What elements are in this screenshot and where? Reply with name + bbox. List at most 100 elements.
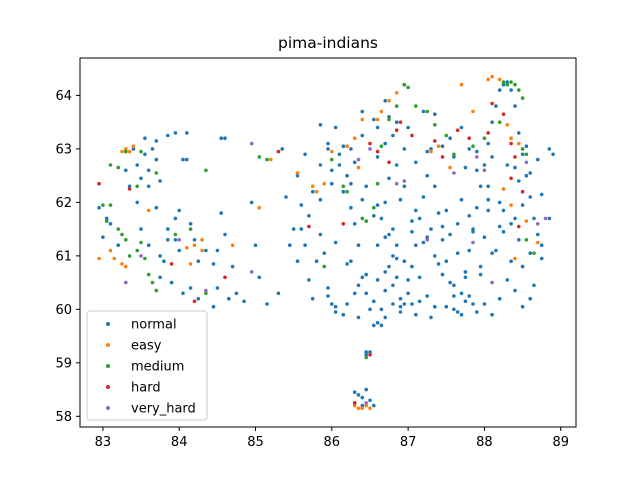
point-medium-14 [154, 288, 159, 293]
point-normal-258 [391, 133, 395, 138]
point-normal-111 [402, 302, 407, 306]
point-normal-276 [455, 222, 460, 226]
point-normal-58 [253, 243, 258, 247]
point-medium-22 [204, 291, 208, 296]
point-normal-192 [341, 144, 346, 148]
point-normal-13 [166, 227, 170, 231]
point-normal-201 [360, 197, 365, 202]
point-normal-49 [230, 264, 235, 269]
point-easy-30 [387, 99, 391, 103]
point-normal-101 [372, 403, 376, 408]
point-normal-264 [463, 165, 468, 170]
point-normal-219 [452, 283, 456, 288]
point-normal-291 [398, 310, 403, 314]
point-medium-3 [108, 163, 113, 167]
point-normal-220 [436, 262, 441, 266]
point-normal-51 [227, 296, 231, 301]
point-normal-151 [528, 296, 532, 301]
point-hard-0 [97, 181, 101, 186]
point-normal-223 [398, 197, 403, 202]
legend-label-easy: easy [131, 339, 162, 354]
x-tick-label-5: 88 [476, 435, 493, 450]
point-normal-208 [455, 251, 460, 255]
point-easy-40 [505, 123, 510, 127]
point-very_hard-16 [543, 216, 548, 221]
point-medium-17 [139, 149, 143, 154]
y-tick-label-5: 63 [55, 142, 72, 157]
y-tick-label-1: 59 [55, 356, 72, 371]
point-normal-110 [398, 296, 403, 301]
point-normal-59 [257, 275, 262, 280]
point-easy-13 [192, 243, 197, 247]
point-normal-7 [135, 200, 139, 205]
point-normal-289 [356, 315, 361, 320]
point-normal-33 [177, 208, 181, 213]
point-normal-5 [124, 168, 128, 173]
point-hard-17 [467, 136, 472, 140]
point-medium-16 [135, 184, 139, 189]
point-very_hard-8 [425, 238, 430, 242]
point-normal-132 [482, 163, 487, 167]
point-normal-216 [490, 251, 494, 255]
point-medium-24 [265, 157, 269, 162]
point-very_hard-2 [249, 270, 254, 274]
point-easy-5 [120, 149, 124, 154]
point-normal-266 [490, 155, 494, 159]
point-normal-157 [459, 312, 464, 317]
point-easy-36 [471, 109, 475, 114]
point-normal-128 [467, 248, 472, 253]
point-normal-90 [375, 320, 380, 325]
point-easy-4 [124, 264, 128, 269]
point-easy-2 [112, 256, 117, 261]
point-normal-189 [375, 203, 380, 207]
point-normal-57 [249, 200, 254, 205]
point-medium-35 [394, 104, 399, 108]
point-medium-20 [188, 227, 193, 231]
point-normal-121 [440, 238, 445, 242]
point-easy-8 [131, 144, 136, 148]
point-normal-153 [513, 288, 517, 293]
point-easy-46 [524, 219, 529, 223]
point-normal-135 [494, 104, 498, 108]
point-normal-284 [352, 291, 357, 296]
point-normal-282 [375, 278, 380, 282]
point-normal-16 [150, 147, 155, 151]
point-normal-193 [318, 123, 323, 127]
point-normal-262 [440, 144, 445, 148]
point-medium-42 [452, 152, 456, 157]
point-medium-49 [517, 88, 521, 92]
point-normal-242 [505, 278, 510, 282]
point-medium-13 [150, 280, 155, 285]
point-normal-279 [410, 230, 414, 234]
point-easy-44 [501, 187, 506, 191]
point-hard-20 [501, 112, 506, 116]
point-very_hard-3 [249, 141, 254, 146]
point-easy-35 [459, 82, 464, 87]
point-normal-280 [394, 243, 399, 247]
point-normal-283 [364, 272, 369, 277]
point-normal-273 [497, 224, 502, 229]
point-normal-126 [459, 291, 464, 296]
point-normal-256 [383, 141, 388, 146]
point-normal-14 [173, 238, 178, 242]
point-hard-18 [486, 131, 491, 135]
legend-box [86, 310, 208, 421]
point-normal-1 [104, 216, 109, 221]
point-normal-205 [406, 278, 410, 282]
point-medium-27 [341, 184, 346, 189]
point-medium-56 [364, 355, 369, 360]
point-hard-5 [276, 149, 281, 154]
point-normal-243 [520, 264, 525, 269]
point-normal-145 [532, 216, 536, 221]
point-hard-22 [513, 155, 517, 159]
x-tick-label-3: 86 [324, 435, 341, 450]
point-easy-21 [314, 189, 319, 194]
point-normal-136 [497, 88, 502, 92]
point-normal-44 [196, 259, 201, 264]
point-normal-42 [196, 296, 201, 301]
point-normal-35 [192, 238, 197, 242]
point-normal-228 [337, 163, 342, 167]
point-normal-130 [475, 205, 479, 210]
point-normal-27 [185, 131, 189, 135]
point-easy-49 [352, 403, 357, 408]
